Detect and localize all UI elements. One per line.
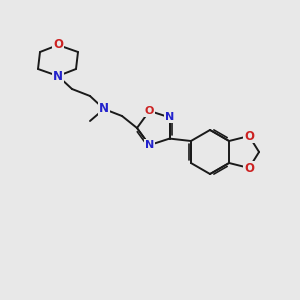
Text: O: O — [145, 106, 154, 116]
Text: N: N — [145, 140, 154, 150]
Text: N: N — [165, 112, 174, 122]
Text: N: N — [99, 103, 109, 116]
Text: O: O — [244, 130, 254, 142]
Text: O: O — [53, 38, 63, 52]
Text: N: N — [53, 70, 63, 83]
Text: O: O — [244, 161, 254, 175]
